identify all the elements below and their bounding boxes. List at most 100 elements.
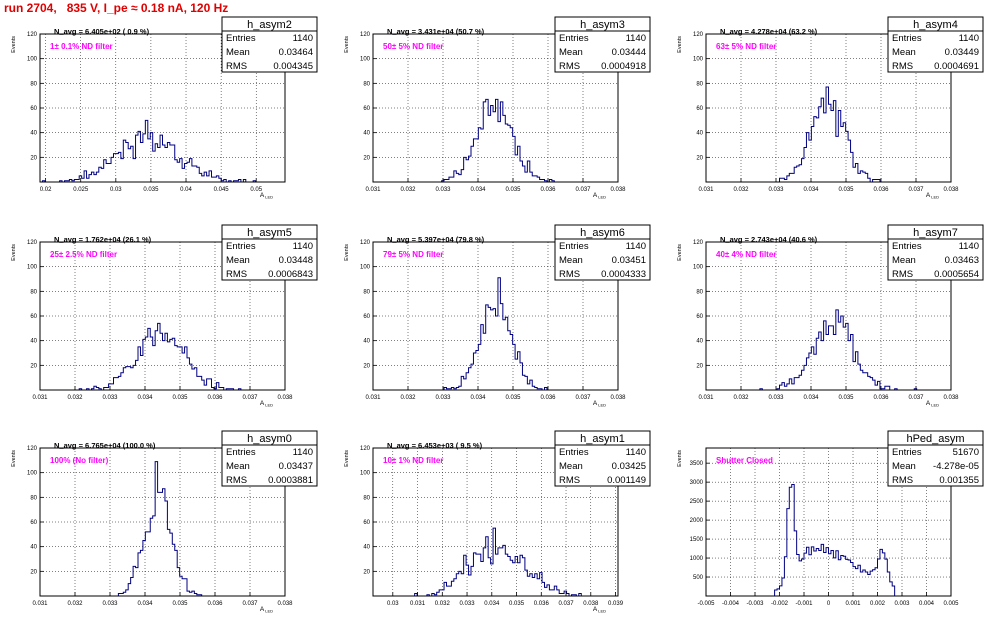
x-tick-label: 0.033 — [435, 187, 451, 193]
x-axis-title: ALED — [926, 400, 939, 408]
stats-box — [887, 224, 984, 281]
y-tick-label: 60 — [363, 520, 370, 526]
x-axis-subscript: LED — [931, 195, 939, 200]
x-tick-label: 0.037 — [242, 395, 258, 401]
y-axis-title: Events — [11, 244, 17, 261]
x-tick-label: 0.038 — [277, 395, 293, 401]
x-tick-label: 0.031 — [410, 601, 426, 607]
stats-rms-value: 0.001149 — [607, 475, 646, 486]
x-axis-subscript: LED — [598, 195, 606, 200]
y-tick-label: 120 — [27, 240, 38, 246]
navg-label: N_avg = 6.453e+03 ( 9.5 %) — [387, 441, 483, 450]
stats-mean-label: Mean — [226, 461, 250, 472]
y-tick-label: 20 — [30, 155, 37, 161]
x-tick-label: 0.033 — [460, 601, 476, 607]
stats-rms-label: RMS — [226, 269, 247, 280]
x-tick-label: 0.036 — [873, 395, 889, 401]
stats-mean-label: Mean — [559, 461, 583, 472]
stats-mean-value: 0.03448 — [279, 255, 313, 266]
x-tick-label: 0.005 — [943, 601, 959, 607]
histogram-panel-h_asym4: 0.031 0.032 0.033 0.034 0.035 0.036 0.037 0.038… — [677, 16, 984, 200]
stats-mean-value: 0.03444 — [612, 47, 646, 58]
x-tick-label: 0.038 — [610, 187, 626, 193]
x-tick-label: 0.034 — [470, 395, 486, 401]
y-tick-label: 120 — [27, 32, 38, 38]
y-tick-label: 20 — [363, 363, 370, 369]
x-tick-label: 0.038 — [943, 395, 959, 401]
x-tick-label: 0.038 — [610, 395, 626, 401]
x-tick-label: 0.038 — [277, 601, 293, 607]
y-tick-label: 500 — [693, 575, 704, 581]
filter-label: 79± 5% ND filter — [383, 250, 443, 259]
filter-label: 25± 2.5% ND filter — [50, 250, 117, 259]
y-tick-label: 100 — [360, 57, 371, 63]
y-tick-label: 40 — [696, 131, 703, 137]
stats-title: h_asym6 — [580, 227, 625, 239]
x-tick-label: 0.036 — [540, 395, 556, 401]
y-tick-label: 100 — [27, 265, 38, 271]
y-tick-label: 3500 — [690, 461, 704, 467]
x-tick-label: -0.005 — [697, 601, 715, 607]
stats-title: h_asym3 — [580, 19, 625, 31]
histogram-panel-h_asym7: 0.031 0.032 0.033 0.034 0.035 0.036 0.037 0.038… — [677, 224, 984, 408]
stats-rms-label: RMS — [559, 269, 580, 280]
stats-rms-value: 0.001355 — [939, 475, 979, 486]
stats-mean-value: 0.03425 — [612, 461, 646, 472]
navg-label: N_avg = 5.397e+04 (79.8 %) — [387, 235, 485, 244]
x-tick-label: 0.036 — [207, 395, 223, 401]
x-tick-label: 0.02 — [40, 187, 52, 193]
x-tick-label: 0.034 — [137, 601, 153, 607]
x-axis-subscript: LED — [265, 609, 273, 614]
filter-label: 50± 5% ND filter — [383, 42, 443, 51]
stats-rms-label: RMS — [226, 475, 247, 486]
x-tick-label: 0.004 — [919, 601, 935, 607]
stats-rms-label: RMS — [892, 61, 913, 72]
stats-entries-label: Entries — [226, 33, 256, 44]
x-tick-label: 0.035 — [505, 395, 521, 401]
stats-rms-value: 0.0006843 — [268, 269, 313, 280]
x-tick-label: 0.032 — [733, 187, 749, 193]
y-axis-title: Events — [677, 36, 683, 53]
x-tick-label: 0.032 — [400, 395, 416, 401]
stats-box — [887, 16, 984, 73]
stats-mean-value: 0.03437 — [279, 461, 313, 472]
x-tick-label: 0.003 — [894, 601, 910, 607]
histogram-line — [373, 527, 618, 597]
y-tick-label: 100 — [27, 471, 38, 477]
x-tick-label: 0.03 — [110, 187, 122, 193]
stats-rms-value: 0.0004918 — [601, 61, 646, 72]
y-tick-label: 40 — [30, 131, 37, 137]
y-tick-label: 80 — [30, 495, 37, 501]
x-axis-title: ALED — [593, 192, 606, 200]
stats-box — [554, 16, 651, 73]
histogram-line — [373, 277, 618, 391]
stats-box — [221, 16, 318, 73]
stats-mean-value: -4.278e-05 — [933, 461, 979, 472]
y-tick-label: 80 — [363, 81, 370, 87]
y-axis-title: Events — [677, 450, 683, 467]
stats-mean-label: Mean — [226, 255, 250, 266]
x-tick-label: 0.038 — [583, 601, 599, 607]
x-axis-subscript: LED — [265, 403, 273, 408]
y-tick-label: 1500 — [690, 537, 704, 543]
filter-label: Shutter Closed — [716, 456, 773, 465]
stats-rms-label: RMS — [892, 475, 913, 486]
y-tick-label: 3000 — [690, 480, 704, 486]
y-tick-label: 120 — [693, 32, 704, 38]
y-tick-label: 80 — [30, 81, 37, 87]
y-tick-label: 100 — [27, 57, 38, 63]
stats-title: h_asym4 — [913, 19, 958, 31]
x-axis-title: ALED — [260, 400, 273, 408]
y-tick-label: 100 — [693, 265, 704, 271]
y-tick-label: 20 — [696, 155, 703, 161]
x-tick-label: 0.033 — [768, 395, 784, 401]
y-tick-label: 60 — [30, 314, 37, 320]
x-tick-label: 0.034 — [470, 187, 486, 193]
stats-title: hPed_asym — [906, 433, 964, 445]
stats-entries-label: Entries — [892, 241, 922, 252]
y-tick-label: 2500 — [690, 499, 704, 505]
stats-rms-value: 0.0004333 — [601, 269, 646, 280]
x-tick-label: -0.002 — [771, 601, 789, 607]
x-tick-label: 0.05 — [250, 187, 262, 193]
y-tick-label: 40 — [363, 131, 370, 137]
